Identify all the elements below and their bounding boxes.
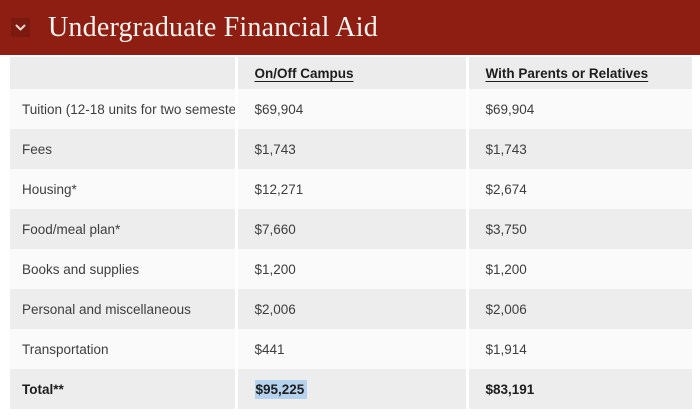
row-label: Food/meal plan*: [10, 209, 236, 249]
on-off-campus-value: $441: [234, 329, 467, 369]
on-off-campus-value: $1,743: [234, 129, 467, 169]
row-label: Total**: [10, 369, 236, 409]
with-parents-value: $3,750: [465, 209, 692, 249]
column-header-blank: [10, 57, 236, 89]
with-parents-value: $1,914: [465, 329, 692, 369]
cost-of-attendance-table: On/Off Campus With Parents or Relatives …: [10, 57, 692, 409]
cost-table-container: On/Off Campus With Parents or Relatives …: [10, 57, 700, 409]
on-off-campus-value: $12,271: [234, 169, 467, 209]
table-row-total: Total** $95,225 $83,191: [10, 369, 692, 409]
row-label: Fees: [10, 129, 236, 169]
table-row-personal-misc: Personal and miscellaneous $2,006 $2,006: [10, 289, 692, 329]
table-row-fees: Fees $1,743 $1,743: [10, 129, 692, 169]
section-title: Undergraduate Financial Aid: [48, 11, 378, 43]
with-parents-value: $69,904: [465, 89, 692, 129]
row-label: Tuition (12-18 units for two semesters): [10, 89, 236, 129]
on-off-campus-total-value: $95,225: [234, 369, 467, 409]
on-off-campus-value: $1,200: [234, 249, 467, 289]
collapse-toggle-button[interactable]: [11, 18, 30, 37]
chevron-down-icon: [15, 24, 26, 32]
table-header-row: On/Off Campus With Parents or Relatives: [10, 57, 692, 89]
on-off-campus-value: $69,904: [234, 89, 467, 129]
with-parents-value: $2,674: [465, 169, 692, 209]
row-label: Personal and miscellaneous: [10, 289, 236, 329]
row-label: Books and supplies: [10, 249, 236, 289]
table-row-books-supplies: Books and supplies $1,200 $1,200: [10, 249, 692, 289]
with-parents-value: $1,200: [465, 249, 692, 289]
table-row-tuition: Tuition (12-18 units for two semesters) …: [10, 89, 692, 129]
accordion-header[interactable]: Undergraduate Financial Aid: [0, 0, 700, 55]
table-row-housing: Housing* $12,271 $2,674: [10, 169, 692, 209]
row-label: Transportation: [10, 329, 236, 369]
with-parents-value: $1,743: [465, 129, 692, 169]
column-header-with-parents: With Parents or Relatives: [465, 57, 692, 89]
row-label: Housing*: [10, 169, 236, 209]
table-row-food-meal-plan: Food/meal plan* $7,660 $3,750: [10, 209, 692, 249]
on-off-campus-value: $2,006: [234, 289, 467, 329]
with-parents-value: $2,006: [465, 289, 692, 329]
on-off-campus-value: $7,660: [234, 209, 467, 249]
highlighted-total-value: $95,225: [254, 379, 308, 399]
column-header-on-off-campus: On/Off Campus: [234, 57, 467, 89]
table-row-transportation: Transportation $441 $1,914: [10, 329, 692, 369]
with-parents-total-value: $83,191: [465, 369, 692, 409]
